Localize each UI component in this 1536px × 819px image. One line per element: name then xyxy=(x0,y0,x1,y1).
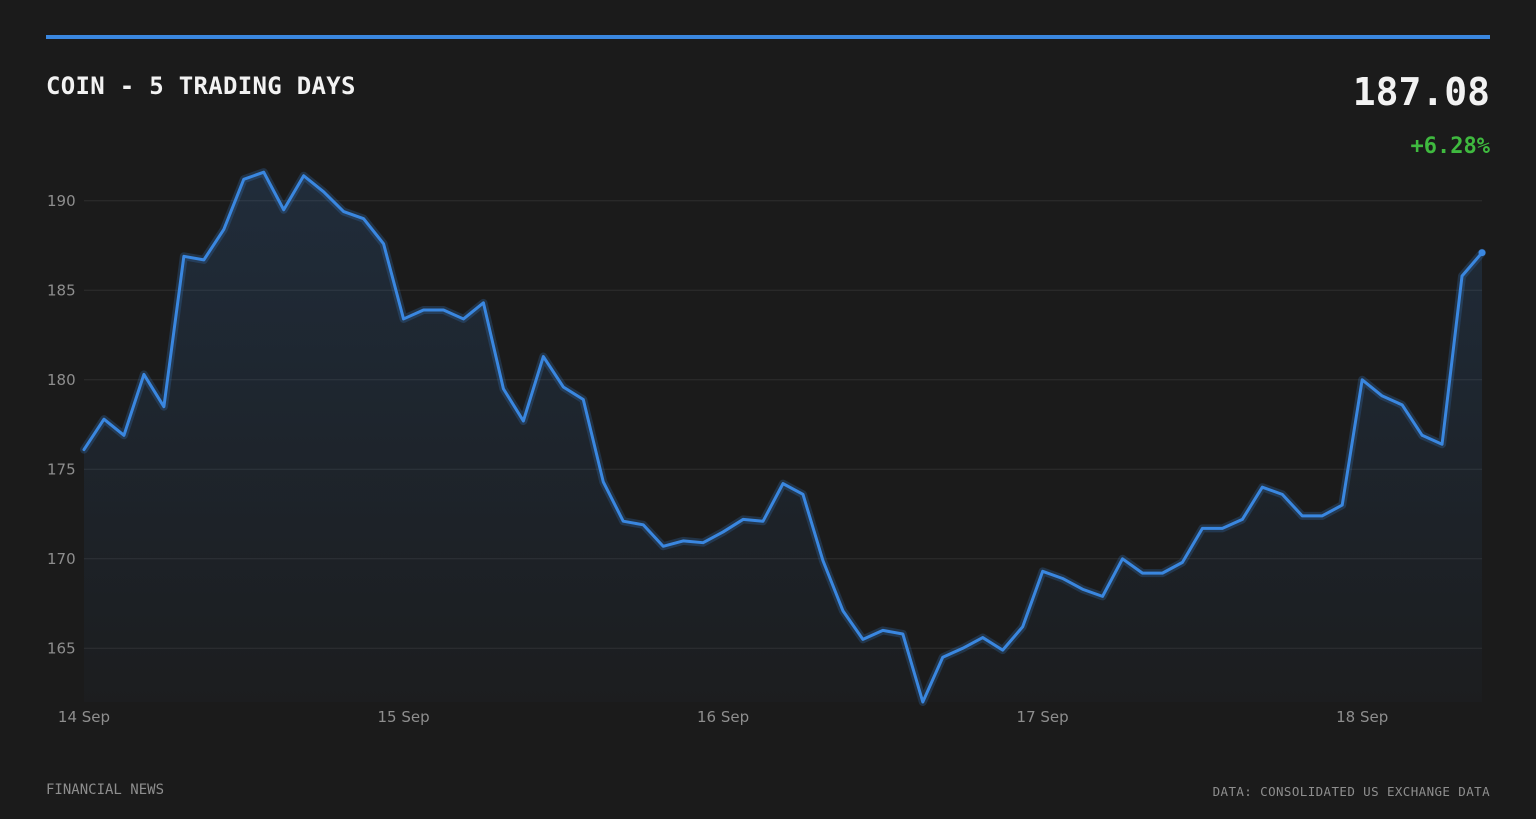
footer-source: FINANCIAL NEWS xyxy=(46,782,165,798)
x-tick-label: 16 Sep xyxy=(697,708,749,726)
y-tick-label: 190 xyxy=(47,192,76,210)
y-tick-label: 165 xyxy=(47,639,76,657)
y-axis-ticks: 165 170 175 180 185 190 xyxy=(47,192,76,657)
last-price-marker xyxy=(1478,249,1486,257)
current-price: 187.08 xyxy=(1352,70,1490,114)
series-area xyxy=(84,172,1482,702)
data-attribution: DATA: CONSOLIDATED US EXCHANGE DATA xyxy=(1212,784,1490,799)
y-tick-label: 175 xyxy=(47,460,76,478)
x-tick-label: 17 Sep xyxy=(1017,708,1069,726)
price-change: +6.28% xyxy=(1410,134,1490,159)
x-axis-ticks: 14 Sep 15 Sep 16 Sep 17 Sep 18 Sep xyxy=(58,708,1388,726)
series-line xyxy=(82,170,1484,704)
chart-title: COIN - 5 TRADING DAYS xyxy=(46,72,356,100)
accent-rule xyxy=(46,35,1490,39)
y-tick-label: 185 xyxy=(47,281,76,299)
x-tick-label: 15 Sep xyxy=(377,708,429,726)
y-tick-label: 170 xyxy=(47,550,76,568)
x-tick-label: 18 Sep xyxy=(1336,708,1388,726)
y-tick-label: 180 xyxy=(47,371,76,389)
x-tick-label: 14 Sep xyxy=(58,708,110,726)
